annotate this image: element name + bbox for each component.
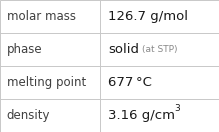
Text: solid: solid [108,43,140,56]
Text: 3.16 g/cm: 3.16 g/cm [108,109,175,122]
Text: 3: 3 [174,104,180,113]
Text: melting point: melting point [7,76,86,89]
Text: molar mass: molar mass [7,10,76,23]
Text: phase: phase [7,43,42,56]
Text: 677 °C: 677 °C [108,76,152,89]
Text: density: density [7,109,50,122]
Text: 126.7 g/mol: 126.7 g/mol [108,10,188,23]
Text: (at STP): (at STP) [142,45,178,54]
